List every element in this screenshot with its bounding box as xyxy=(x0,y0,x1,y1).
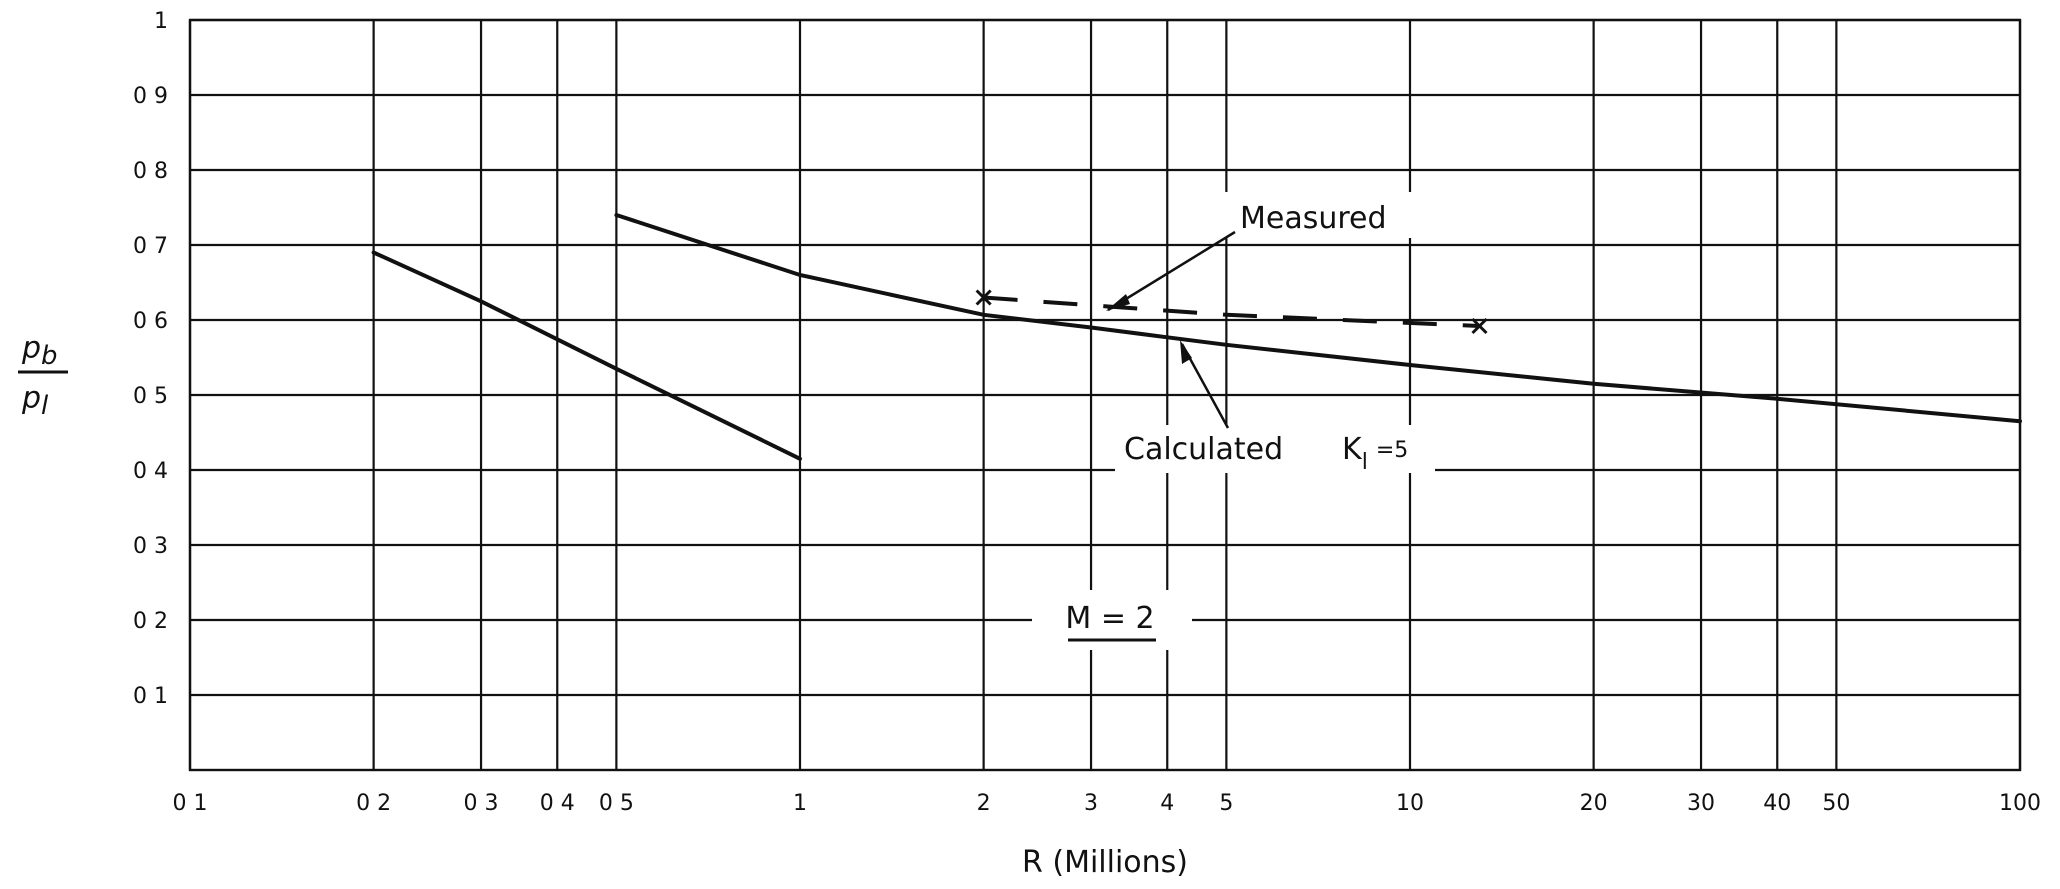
x-tick-label: 0 3 xyxy=(464,791,499,816)
calculated-curve-1 xyxy=(371,250,802,461)
svg-text:pb: pb xyxy=(21,331,58,371)
calculated-annotation: Calculated Kl =5 xyxy=(1115,340,1435,475)
series xyxy=(371,213,2022,461)
y-tick-label: 0 5 xyxy=(133,384,168,409)
svg-text:pl: pl xyxy=(21,381,49,421)
y-tick-label: 0 8 xyxy=(133,159,168,184)
y-tick-label: 0 7 xyxy=(133,234,168,259)
x-tick-label: 40 xyxy=(1763,791,1791,816)
y-axis-label: pb pl xyxy=(18,331,68,421)
x-tick-label: 0 5 xyxy=(599,791,634,816)
y-tick-label: 0 9 xyxy=(133,84,168,109)
y-label-numerator-subscript: b xyxy=(41,341,58,371)
x-axis-label: R (Millions) xyxy=(1022,845,1188,880)
y-label-numerator: p xyxy=(21,331,41,366)
measured-label: Measured xyxy=(1240,201,1387,236)
y-tick-label: 0 3 xyxy=(133,534,168,559)
calculated-curve-2 xyxy=(614,213,2022,424)
y-tick-labels: 0 1 0 2 0 3 0 4 0 5 0 6 0 7 0 8 0 9 1 xyxy=(133,9,168,709)
y-tick-label: 0 1 xyxy=(133,684,168,709)
y-label-denominator-subscript: l xyxy=(41,391,49,421)
x-tick-label: 1 xyxy=(793,791,807,816)
measured-point xyxy=(975,289,992,306)
y-tick-label: 0 4 xyxy=(133,459,168,484)
calculated-label: Calculated xyxy=(1124,432,1283,467)
x-tick-label: 30 xyxy=(1687,791,1715,816)
x-tick-label: 0 2 xyxy=(356,791,391,816)
x-tick-label: 0 4 xyxy=(540,791,575,816)
y-label-denominator: p xyxy=(21,381,41,416)
x-tick-label: 4 xyxy=(1160,791,1174,816)
x-tick-labels: 0 1 0 2 0 3 0 4 0 5 1 2 3 4 5 10 20 30 40 50 100 xyxy=(173,791,2042,816)
plot-frame xyxy=(188,18,2022,772)
mach-label: M = 2 xyxy=(1065,601,1154,636)
x-tick-label: 2 xyxy=(977,791,991,816)
y-tick-label: 0 2 xyxy=(133,609,168,634)
x-tick-label: 0 1 xyxy=(173,791,208,816)
y-tick-label: 1 xyxy=(154,9,168,34)
mach-annotation: M = 2 xyxy=(1032,590,1192,650)
x-tick-label: 5 xyxy=(1219,791,1233,816)
y-tick-label: 0 6 xyxy=(133,309,168,334)
x-tick-label: 20 xyxy=(1580,791,1608,816)
k-label: Kl =5 xyxy=(1342,432,1408,475)
x-tick-label: 3 xyxy=(1084,791,1098,816)
x-tick-label: 50 xyxy=(1822,791,1850,816)
measured-annotation: Measured xyxy=(1106,192,1428,312)
measured-point xyxy=(1471,317,1488,335)
measured-arrow xyxy=(1107,230,1236,312)
measured-line xyxy=(983,295,1480,328)
x-tick-label: 10 xyxy=(1396,791,1424,816)
calculated-arrowhead xyxy=(1180,340,1192,364)
measured-arrowhead xyxy=(1106,294,1130,311)
x-tick-label: 100 xyxy=(1999,791,2041,816)
